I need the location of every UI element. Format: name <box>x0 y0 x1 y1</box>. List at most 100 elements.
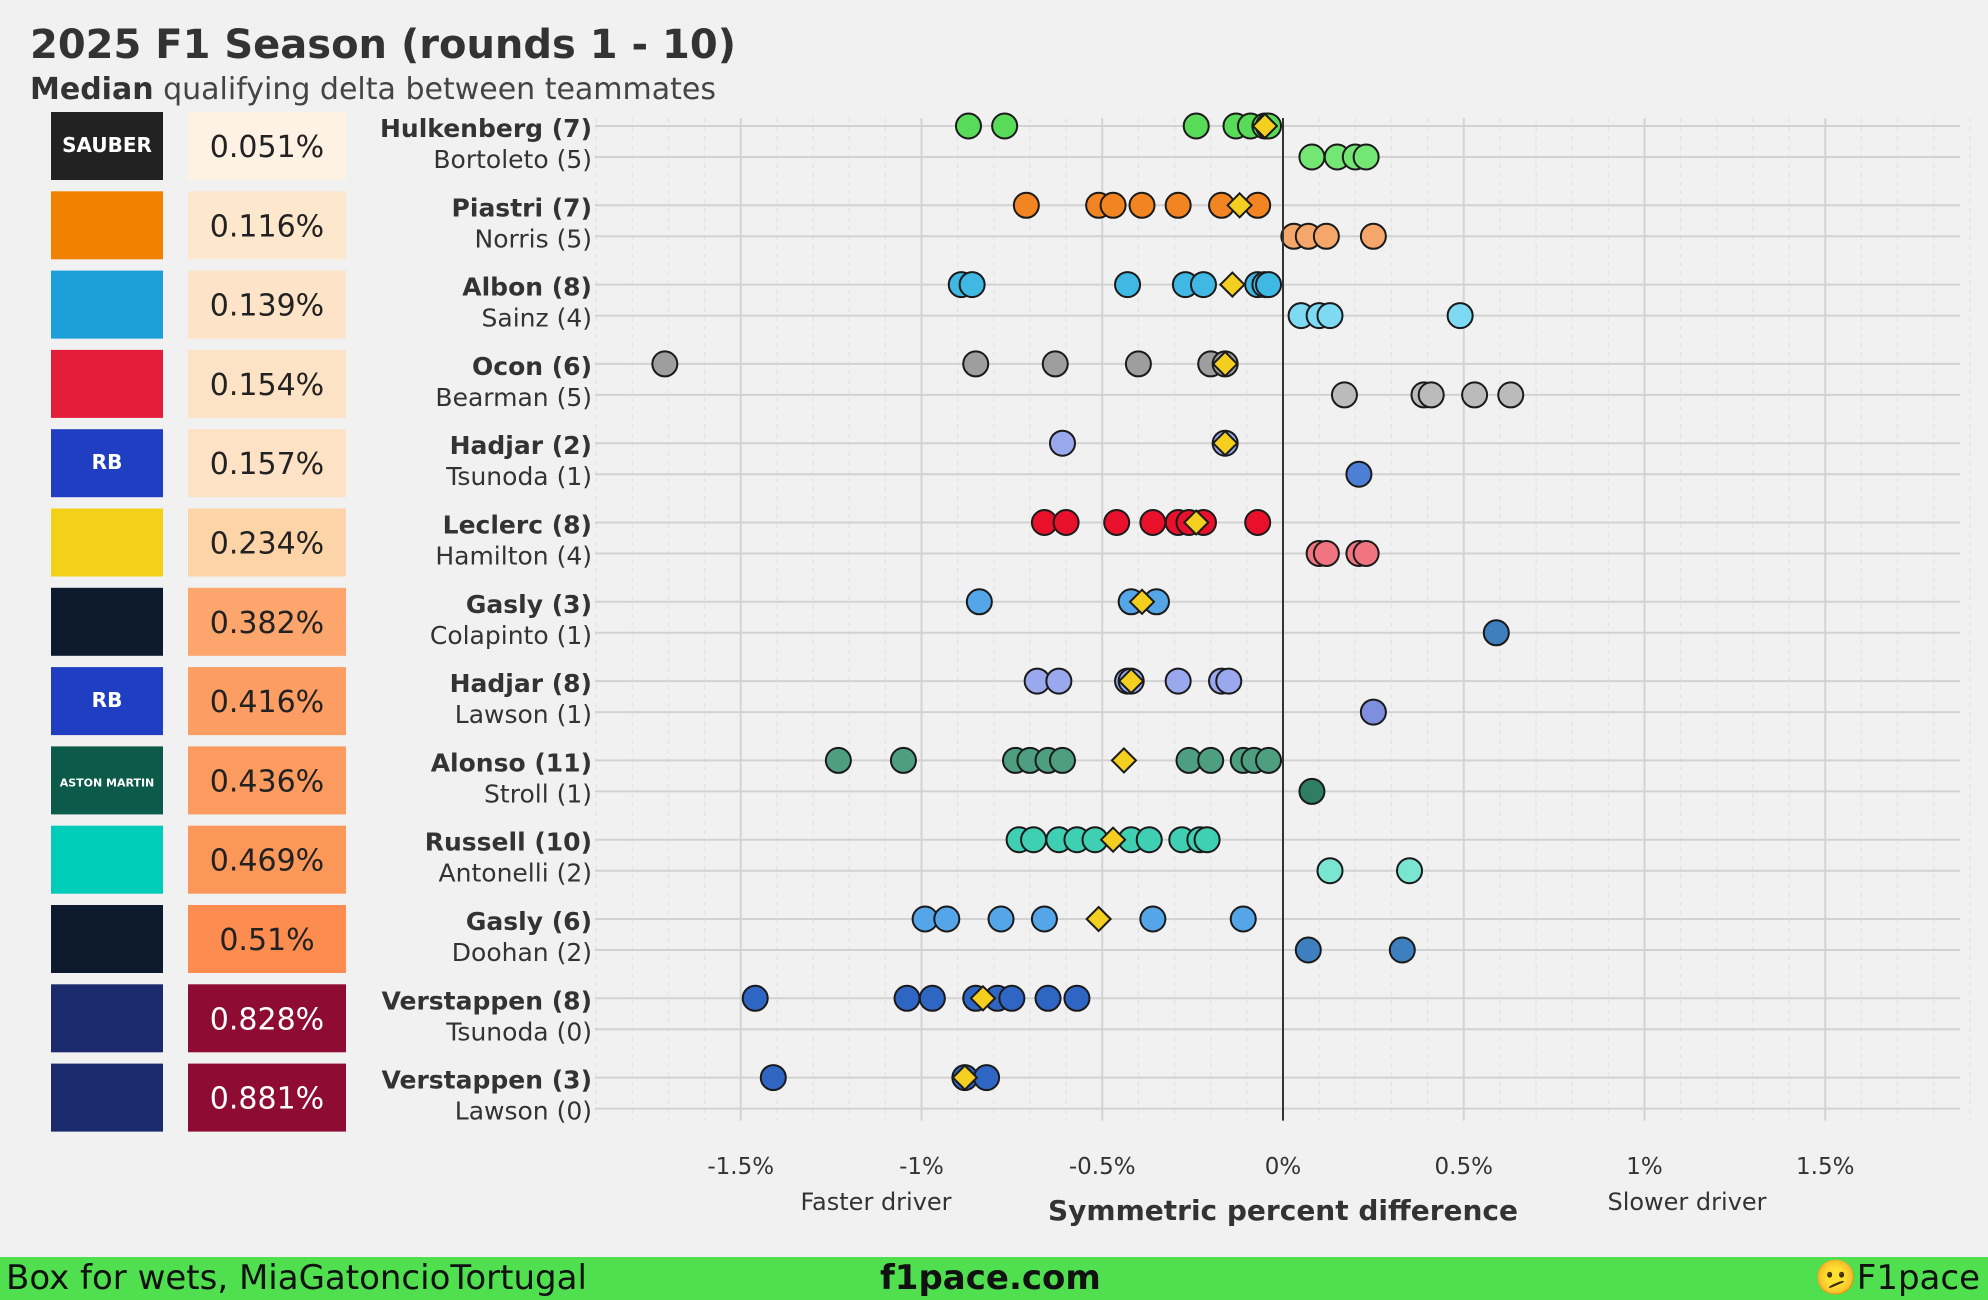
team-row: 0.382% Gasly (3)Colapinto (1) <box>51 587 1960 656</box>
team-logo <box>51 746 163 815</box>
data-point-faster <box>1193 826 1221 854</box>
data-point-faster <box>987 905 1015 933</box>
faster-driver-label: Verstappen (3) <box>382 1066 592 1095</box>
data-point-faster <box>824 746 852 774</box>
x-axis-label: Symmetric percent difference <box>1048 1194 1518 1227</box>
median-delta-value: 0.234% <box>210 527 324 562</box>
team-logo-text: ASTON MARTIN <box>60 776 155 789</box>
median-delta-value: 0.051% <box>210 130 324 165</box>
faster-driver-label: Hadjar (2) <box>450 431 592 460</box>
team-row: 0.139% Albon (8)Sainz (4) <box>51 270 1960 339</box>
team-logo-text: RB <box>92 688 123 712</box>
data-point-faster <box>1255 271 1283 299</box>
footer-bar: Box for wets, MiaGatoncioTortugal f1pace… <box>0 1257 1988 1300</box>
data-point-slower <box>1298 777 1326 805</box>
data-point-slower <box>1316 857 1344 885</box>
data-point-slower <box>1345 460 1373 488</box>
data-point-slower <box>1446 302 1474 330</box>
faster-driver-annotation: Faster driver <box>800 1188 951 1216</box>
median-marker <box>1117 667 1145 695</box>
data-point-faster <box>1139 905 1167 933</box>
team-row: 0.51% Gasly (6)Doohan (2) <box>51 905 1960 973</box>
data-point-faster <box>741 984 769 1012</box>
data-point-faster <box>991 112 1019 140</box>
slower-driver-label: Bortoleto (5) <box>433 145 592 174</box>
data-point-faster <box>889 746 917 774</box>
data-point-slower <box>1294 936 1322 964</box>
slower-driver-label: Sainz (4) <box>482 304 592 333</box>
median-delta-value: 0.416% <box>210 685 324 720</box>
slower-driver-label: Stroll (1) <box>484 779 592 808</box>
data-point-faster <box>1139 509 1167 536</box>
data-point-slower <box>1312 222 1340 250</box>
data-point-faster <box>1045 667 1073 695</box>
team-logo <box>51 508 163 577</box>
data-point-faster <box>1041 350 1069 378</box>
delta-box <box>188 429 346 498</box>
team-row: 0.469% Russell (10)Antonelli (2) <box>51 825 1960 894</box>
data-point-slower <box>1482 619 1510 647</box>
x-tick-label: -1.5% <box>707 1154 774 1180</box>
median-marker <box>1099 826 1127 854</box>
data-point-faster <box>998 984 1026 1012</box>
faster-driver-label: Hadjar (8) <box>450 669 592 698</box>
slower-driver-label: Hamilton (4) <box>435 542 592 571</box>
team-logo <box>51 825 163 894</box>
data-point-faster <box>1099 191 1127 219</box>
data-point-slower <box>1497 381 1525 409</box>
footer-credit: Box for wets, MiaGatoncioTortugal <box>6 1258 587 1298</box>
data-point-slower <box>1352 143 1380 171</box>
subtitle-emphasis: Median <box>30 72 154 107</box>
median-delta-value: 0.469% <box>210 844 324 879</box>
data-point-faster <box>1182 112 1210 140</box>
team-logo <box>51 667 163 736</box>
median-delta-value: 0.116% <box>210 209 324 244</box>
team-logo <box>51 191 163 260</box>
faster-driver-label: Leclerc (8) <box>443 511 592 540</box>
data-point-faster <box>918 984 946 1012</box>
team-row: 0.234% Leclerc (8)Hamilton (4) <box>51 508 1960 577</box>
data-point-faster <box>1255 746 1283 774</box>
team-logo <box>51 112 163 180</box>
subtitle-text: qualifying delta between teammates <box>153 72 716 107</box>
faster-driver-label: Ocon (6) <box>472 352 592 381</box>
slower-driver-label: Tsunoda (0) <box>445 1017 592 1046</box>
data-point-faster <box>1012 191 1040 219</box>
delta-box <box>188 825 346 894</box>
delta-box <box>188 905 346 973</box>
slower-driver-label: Norris (5) <box>475 224 592 253</box>
median-marker <box>1128 588 1156 616</box>
median-marker <box>1085 905 1113 933</box>
faster-driver-label: Russell (10) <box>425 828 592 857</box>
team-logo <box>51 905 163 973</box>
data-point-faster <box>1103 509 1131 536</box>
slower-driver-label: Lawson (0) <box>455 1097 592 1126</box>
delta-box <box>188 508 346 577</box>
delta-box <box>188 746 346 815</box>
data-point-slower <box>1312 540 1340 567</box>
median-marker <box>1211 429 1239 457</box>
data-point-faster <box>1244 509 1272 536</box>
delta-box <box>188 667 346 736</box>
delta-box <box>188 270 346 339</box>
team-logo <box>51 349 163 418</box>
data-point-faster <box>954 112 982 140</box>
data-point-faster <box>1215 667 1243 695</box>
slower-driver-label: Bearman (5) <box>435 383 592 412</box>
data-point-faster <box>1020 826 1048 854</box>
data-point-faster <box>893 984 921 1012</box>
team-row: 0.154% Ocon (6)Bearman (5) <box>51 349 1960 418</box>
team-logo <box>51 984 163 1053</box>
x-tick-label: 1% <box>1626 1154 1663 1180</box>
data-point-faster <box>1063 984 1091 1012</box>
median-delta-value: 0.382% <box>210 606 324 641</box>
delta-box <box>188 984 346 1053</box>
data-point-faster <box>1034 984 1062 1012</box>
data-point-slower <box>1330 381 1358 409</box>
footer-brand: 🫤F1pace <box>1814 1258 1980 1298</box>
median-delta-value: 0.828% <box>210 1002 324 1037</box>
data-point-faster <box>1189 271 1217 299</box>
data-point-slower <box>1359 222 1387 250</box>
slower-driver-label: Doohan (2) <box>452 938 592 967</box>
team-row: 0.881% Verstappen (3)Lawson (0) <box>51 1063 1960 1132</box>
